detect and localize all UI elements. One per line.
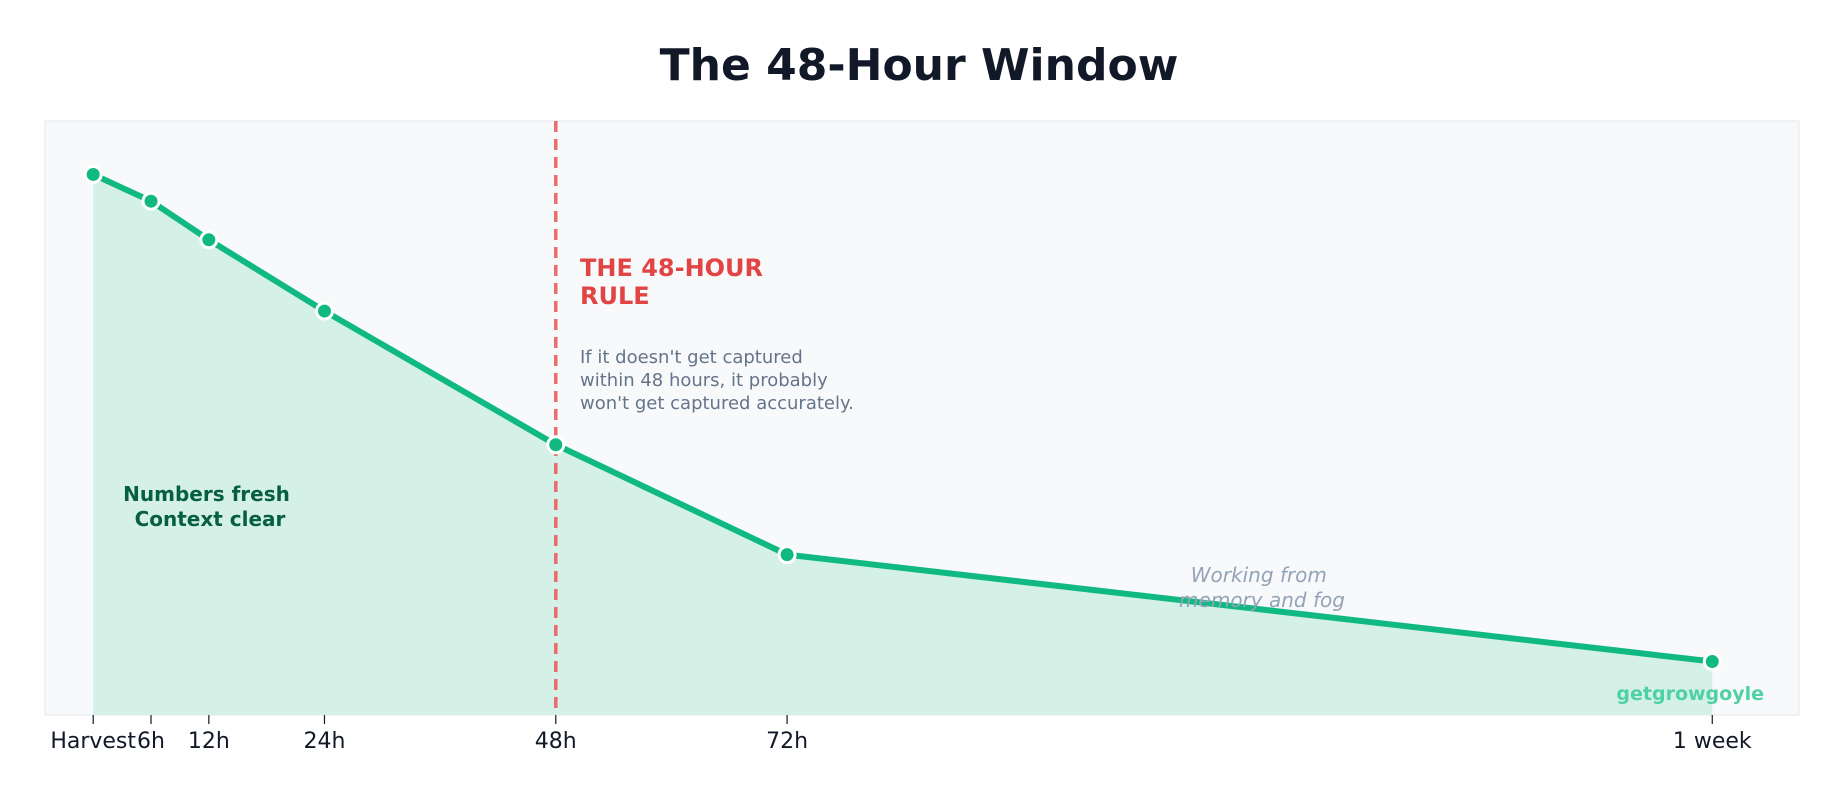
x-tick-label-1: 6h (137, 729, 165, 754)
ticks-layer: Harvest 6h 12h 24h 48h 72h 1 week (50, 715, 1752, 754)
rule-title-line-2: RULE (580, 282, 650, 310)
brand-watermark: getgrowgoyle (1616, 683, 1764, 705)
rule-body-annotation: If it doesn't get captured within 48 hou… (580, 347, 854, 414)
data-point-0 (83, 164, 103, 184)
x-tick-label-0: Harvest (50, 729, 136, 754)
rule-body-line-3: won't get captured accurately. (580, 393, 854, 414)
rule-body-line-2: within 48 hours, it probably (580, 370, 828, 391)
data-point-6 (1702, 652, 1722, 672)
x-tick-label-2: 12h (188, 729, 230, 754)
x-tick-label-5: 72h (766, 729, 808, 754)
x-tick-label-3: 24h (304, 729, 346, 754)
fog-annotation: Working from memory and fog (1179, 563, 1345, 612)
fresh-annotation: Numbers fresh Context clear (123, 482, 297, 531)
rule-title-line-1: THE 48-HOUR (580, 254, 763, 282)
series-area (93, 174, 1713, 715)
x-tick-label-4: 48h (535, 729, 577, 754)
x-tick-label-6: 1 week (1673, 729, 1752, 754)
fog-line-1: Working from (1191, 563, 1327, 587)
fresh-line-2: Context clear (135, 507, 286, 531)
area-layer (93, 174, 1713, 715)
points-layer (83, 164, 1722, 672)
data-point-1 (141, 191, 161, 211)
fog-line-2: memory and fog (1179, 588, 1345, 612)
data-point-3 (314, 301, 334, 321)
data-point-2 (199, 230, 219, 250)
chart-title: The 48-Hour Window (660, 40, 1179, 91)
data-point-4 (546, 435, 566, 455)
data-point-5 (777, 545, 797, 565)
fresh-line-1: Numbers fresh (123, 482, 290, 506)
rule-body-line-1: If it doesn't get captured (580, 347, 803, 368)
rule-title-annotation: THE 48-HOUR RULE (580, 254, 771, 310)
